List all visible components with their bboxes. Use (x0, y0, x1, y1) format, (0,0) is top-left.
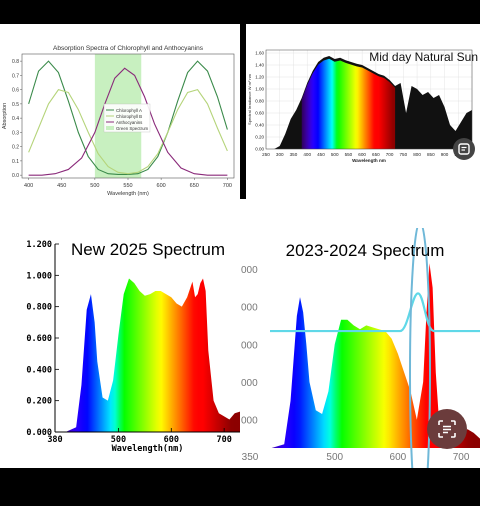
x-tick-label: 850 (427, 152, 435, 157)
y-tick-label: 0.200 (26, 397, 52, 407)
x-tick-label: 450 (57, 183, 66, 189)
x-tick-label: 600 (390, 452, 407, 463)
y-axis-label: Spectral Irradiance W m² nm (247, 73, 252, 125)
x-tick-label: 500 (90, 183, 99, 189)
y-tick-label: 000 (241, 303, 258, 314)
x-tick-label: 500 (111, 435, 126, 445)
natural-sun-chart-svg: 0.00 0.20 0.40 0.60 0.80 1.00 1.20 1.40 1.60 250 3… (247, 49, 478, 163)
y-tick-label: 0.1 (12, 159, 19, 165)
x-tick-label: 700 (453, 452, 470, 463)
y-tick-label: 1.00 (255, 87, 264, 92)
visible-spectrum-area (301, 58, 396, 149)
y-tick-label: 0.6 (12, 88, 19, 94)
x-tick-label: 600 (358, 152, 366, 157)
chart-title: Absorption Spectra of Chlorophyll and An… (53, 45, 204, 52)
y-tick-label: 0.400 (26, 365, 52, 375)
y-tick-label: 0.0 (12, 173, 19, 179)
y-tick-label: 0.60 (255, 111, 264, 116)
legend-label: Anthocyanins (116, 120, 143, 125)
legend-label: Chlorophyll A (116, 108, 142, 113)
x-tick-label: 500 (331, 152, 339, 157)
absorption-chart-svg: Absorption Spectra of Chlorophyll and An… (2, 45, 235, 197)
y-tick-label: 1.200 (26, 240, 52, 250)
x-tick-label: 450 (317, 152, 325, 157)
y-tick-label: 000 (241, 265, 258, 276)
y-tick-label: 1.000 (26, 271, 52, 281)
y-tick-label: 0.20 (255, 135, 264, 140)
y-tick-label: 0.00 (255, 147, 264, 152)
x-tick-label: 380 (47, 435, 62, 445)
series-line-anthocyanins (28, 67, 228, 176)
x-tick-label: 600 (164, 435, 179, 445)
series-line-chlorophyll-b (28, 88, 228, 175)
y-tick-label: 000 (241, 416, 258, 427)
x-tick-label: 500 (326, 452, 343, 463)
chart-absorption-spectra: Absorption Spectra of Chlorophyll and An… (0, 24, 240, 199)
background-gap (0, 199, 480, 228)
background-gap (0, 453, 240, 468)
y-axis-label: Absorption (2, 103, 8, 129)
y-tick-label: 0.8 (12, 59, 19, 65)
y-tick-label: 0.40 (255, 123, 264, 128)
x-tick-label: 350 (242, 452, 259, 463)
y-tick-label: 0.80 (255, 99, 264, 104)
x-tick-label: 700 (386, 152, 394, 157)
y-tick-label: 0.800 (26, 303, 52, 313)
x-tick-label: 800 (413, 152, 421, 157)
x-tick-label: 650 (372, 152, 380, 157)
x-tick-label: 250 (262, 152, 270, 157)
y-tick-label: 0.3 (12, 130, 19, 136)
x-axis-label: Wavelength (nm) (107, 191, 149, 197)
chart-title: New 2025 Spectrum (71, 240, 225, 259)
x-tick-label: 350 (290, 152, 298, 157)
x-tick-label: 550 (345, 152, 353, 157)
series-line-chlorophyll-a (28, 60, 228, 175)
y-tick-label: 0.5 (12, 102, 19, 108)
chart-title: 2023-2024 Spectrum (286, 241, 445, 260)
y-tick-label: 1.40 (255, 63, 264, 68)
y-tick-label: 0.000 (26, 428, 52, 438)
legend-label: Green Spectrum (116, 126, 149, 131)
x-tick-label: 300 (276, 152, 284, 157)
y-tick-label: 0.7 (12, 73, 19, 79)
legend-label: Chlorophyll B (116, 114, 142, 119)
plot-frame (265, 49, 473, 150)
y-tick-label: 000 (241, 340, 258, 351)
copy-text-button[interactable] (453, 138, 475, 160)
x-tick-label: 550 (123, 183, 132, 189)
spectrum-area (240, 263, 480, 448)
y-tick-label: 1.20 (255, 75, 264, 80)
chart-2023-2024-spectrum: 000 000 000 000 000 350 500 600 700 2023-2024 Spe… (240, 228, 480, 468)
spectrum-area (55, 278, 240, 432)
x-tick-label: 700 (216, 435, 231, 445)
y-tick-label: 1.60 (255, 51, 264, 56)
x-tick-label: 400 (24, 183, 33, 189)
copy-text-icon (458, 143, 470, 155)
x-tick-label: 700 (223, 183, 232, 189)
x-tick-label: 400 (303, 152, 311, 157)
x-tick-label: 600 (157, 183, 166, 189)
chart-natural-sun: 0.00 0.20 0.40 0.60 0.80 1.00 1.20 1.40 1.60 250 3… (246, 24, 480, 199)
x-tick-label: 650 (190, 183, 199, 189)
y-tick-label: 0.4 (12, 116, 19, 122)
chart-title: Mid day Natural Sun (369, 50, 478, 64)
y-tick-label: 000 (241, 378, 258, 389)
x-tick-label: 750 (399, 152, 407, 157)
copy-text-icon (438, 420, 456, 438)
y-tick-label: 0.2 (12, 145, 19, 151)
y-tick-label: 0.600 (26, 334, 52, 344)
chart-new-2025-spectrum: 0.000 0.200 0.400 0.600 0.800 1.000 1.200 380 50… (0, 228, 240, 453)
legend-swatch (106, 126, 114, 130)
copy-text-button[interactable] (427, 409, 467, 449)
new-spectrum-chart-svg: 0.000 0.200 0.400 0.600 0.800 1.000 1.200 380 50… (26, 240, 240, 453)
x-axis-label: Wavelength nm (352, 158, 386, 163)
old-spectrum-chart-svg: 000 000 000 000 000 350 500 600 700 2023-2024 Spe… (240, 228, 480, 468)
highlight-ellipse (409, 228, 431, 468)
x-tick-label: 900 (441, 152, 449, 157)
x-axis-label: Wavelength(nm) (112, 444, 184, 453)
